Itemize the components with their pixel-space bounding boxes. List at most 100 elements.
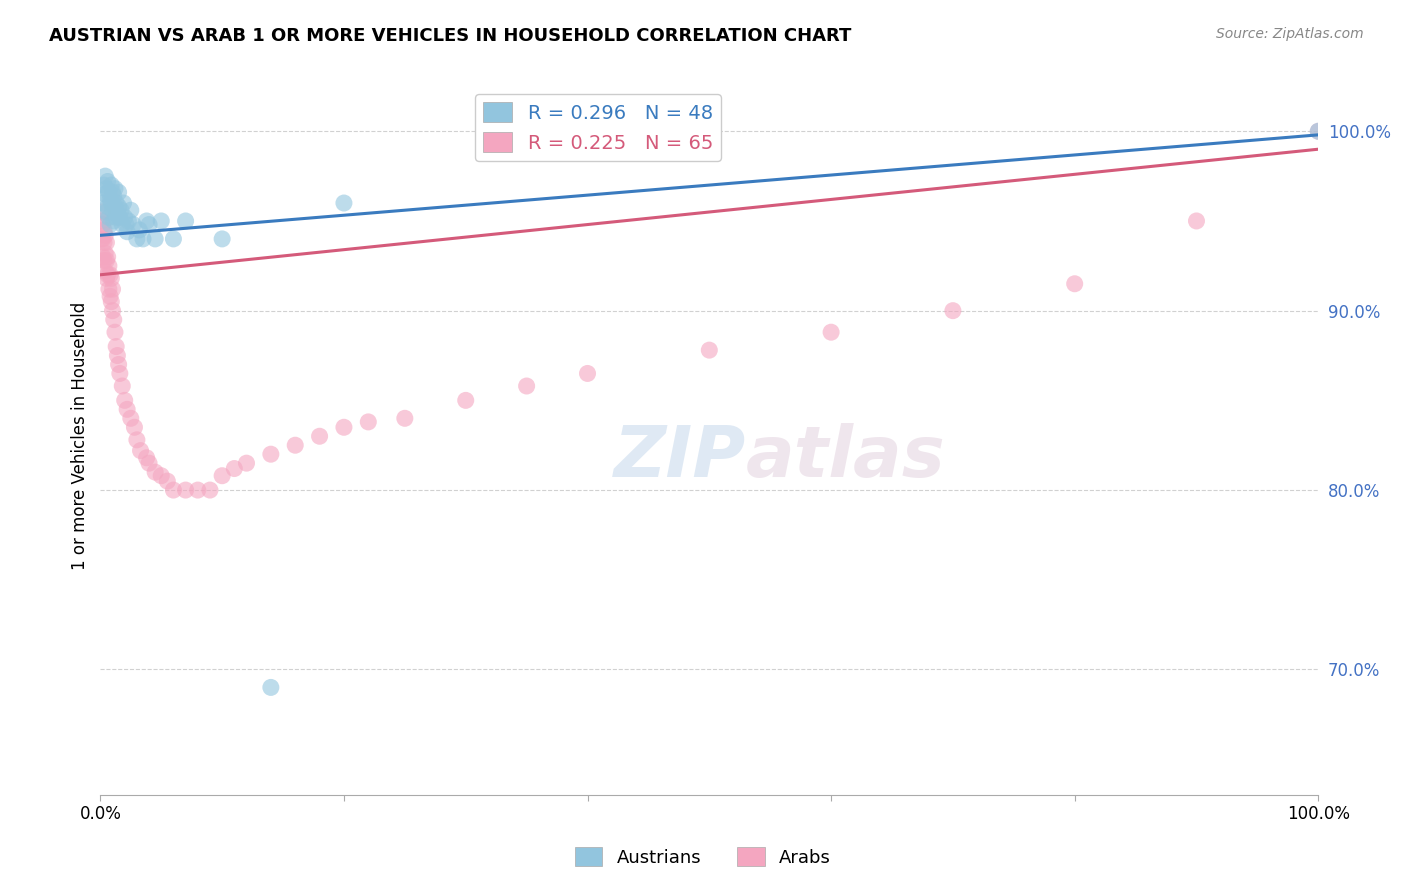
Point xyxy=(98,268,121,282)
Point xyxy=(107,186,129,200)
Point xyxy=(107,349,129,363)
Point xyxy=(516,379,538,393)
Point xyxy=(138,456,160,470)
Point xyxy=(97,174,120,188)
Point xyxy=(120,203,142,218)
Point xyxy=(93,178,115,192)
Point xyxy=(235,456,257,470)
Point xyxy=(111,379,134,393)
Point xyxy=(357,415,380,429)
Point xyxy=(104,325,127,339)
Point xyxy=(97,259,120,273)
Point xyxy=(97,282,120,296)
Point xyxy=(1308,124,1330,138)
Point xyxy=(105,196,128,211)
Y-axis label: 1 or more Vehicles in Household: 1 or more Vehicles in Household xyxy=(72,302,89,570)
Point xyxy=(91,205,114,219)
Point xyxy=(114,211,136,225)
Point xyxy=(211,468,233,483)
Point xyxy=(162,232,184,246)
Point xyxy=(96,253,118,268)
Point xyxy=(120,411,142,425)
Point xyxy=(576,367,599,381)
Point xyxy=(284,438,307,452)
Point xyxy=(97,268,120,282)
Point xyxy=(104,200,127,214)
Point xyxy=(124,420,146,434)
Point xyxy=(187,483,209,497)
Point xyxy=(224,461,246,475)
Point xyxy=(107,207,129,221)
Point xyxy=(122,218,145,232)
Point xyxy=(96,182,118,196)
Point xyxy=(104,182,127,196)
Point xyxy=(211,232,233,246)
Point xyxy=(112,196,135,211)
Point xyxy=(100,196,122,211)
Point xyxy=(91,218,114,232)
Point xyxy=(97,211,120,225)
Point xyxy=(101,303,124,318)
Point xyxy=(110,203,132,218)
Point xyxy=(100,294,122,309)
Point xyxy=(128,223,150,237)
Point xyxy=(125,433,148,447)
Point xyxy=(697,343,720,358)
Point xyxy=(198,483,221,497)
Point xyxy=(107,200,129,214)
Point xyxy=(454,393,477,408)
Legend: Austrians, Arabs: Austrians, Arabs xyxy=(568,840,838,874)
Point xyxy=(97,200,120,214)
Point xyxy=(90,214,112,228)
Point xyxy=(97,250,120,264)
Text: AUSTRIAN VS ARAB 1 OR MORE VEHICLES IN HOUSEHOLD CORRELATION CHART: AUSTRIAN VS ARAB 1 OR MORE VEHICLES IN H… xyxy=(49,27,852,45)
Point xyxy=(93,223,115,237)
Point xyxy=(101,186,124,200)
Point xyxy=(105,211,128,225)
Point xyxy=(94,228,117,243)
Point xyxy=(129,443,152,458)
Point xyxy=(162,483,184,497)
Point xyxy=(333,196,356,211)
Point xyxy=(108,211,131,225)
Point xyxy=(150,468,173,483)
Point xyxy=(820,325,842,339)
Text: atlas: atlas xyxy=(745,424,946,492)
Text: Source: ZipAtlas.com: Source: ZipAtlas.com xyxy=(1216,27,1364,41)
Point xyxy=(115,225,138,239)
Point xyxy=(93,235,115,250)
Point xyxy=(105,340,128,354)
Point xyxy=(135,450,157,465)
Point xyxy=(115,402,138,417)
Point xyxy=(132,232,155,246)
Point xyxy=(91,232,114,246)
Legend: R = 0.296   N = 48, R = 0.225   N = 65: R = 0.296 N = 48, R = 0.225 N = 65 xyxy=(475,95,721,161)
Point xyxy=(97,186,120,200)
Point xyxy=(156,474,179,488)
Point xyxy=(114,393,136,408)
Point xyxy=(107,358,129,372)
Point xyxy=(135,214,157,228)
Point xyxy=(90,232,112,246)
Point xyxy=(94,187,117,202)
Point xyxy=(150,214,173,228)
Point xyxy=(98,193,121,207)
Point xyxy=(103,214,125,228)
Point xyxy=(100,271,122,285)
Point xyxy=(103,189,125,203)
Point xyxy=(942,303,965,318)
Point xyxy=(101,282,124,296)
Point xyxy=(138,218,160,232)
Point xyxy=(333,420,356,434)
Point xyxy=(143,232,166,246)
Point xyxy=(260,447,283,461)
Point xyxy=(96,271,118,285)
Point xyxy=(174,214,197,228)
Point xyxy=(1185,214,1208,228)
Point xyxy=(93,253,115,268)
Point xyxy=(100,178,122,192)
Point xyxy=(111,218,134,232)
Text: ZIP: ZIP xyxy=(613,424,745,492)
Point xyxy=(98,218,121,232)
Point xyxy=(1308,124,1330,138)
